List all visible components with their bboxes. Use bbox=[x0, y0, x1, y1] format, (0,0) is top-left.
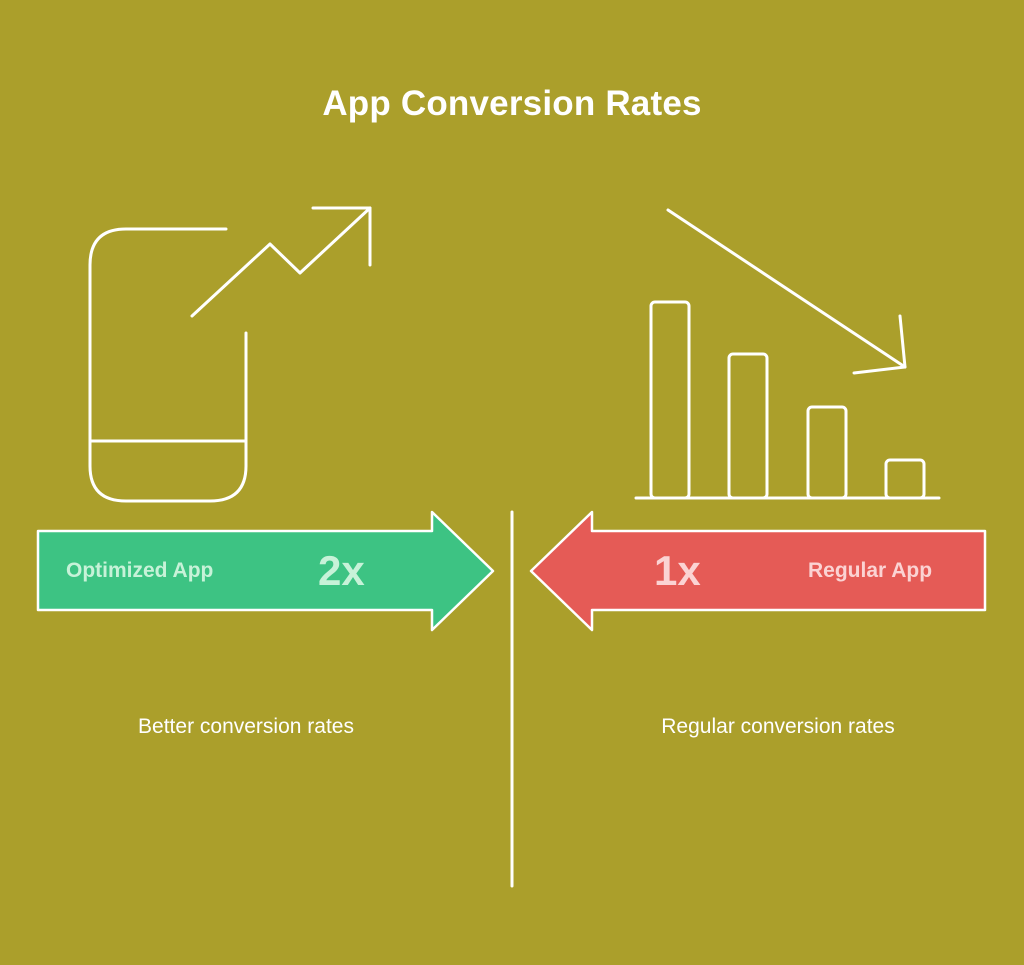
regular-app-multiplier: 1x bbox=[654, 547, 701, 594]
trend-up-arrow-icon bbox=[190, 206, 372, 318]
regular-app-arrow bbox=[529, 510, 987, 632]
regular-app-label: Regular App bbox=[808, 559, 933, 582]
optimized-app-label: Optimized App bbox=[66, 559, 214, 582]
optimized-app-arrow bbox=[36, 510, 495, 632]
page-title: App Conversion Rates bbox=[322, 84, 702, 123]
phone-icon bbox=[88, 227, 248, 503]
trend-down-arrow-icon bbox=[666, 208, 907, 375]
bar-chart-icon bbox=[634, 300, 941, 500]
optimized-app-description: Better conversion rates bbox=[138, 715, 354, 738]
optimized-app-multiplier: 2x bbox=[318, 547, 365, 594]
regular-app-description: Regular conversion rates bbox=[661, 715, 895, 738]
